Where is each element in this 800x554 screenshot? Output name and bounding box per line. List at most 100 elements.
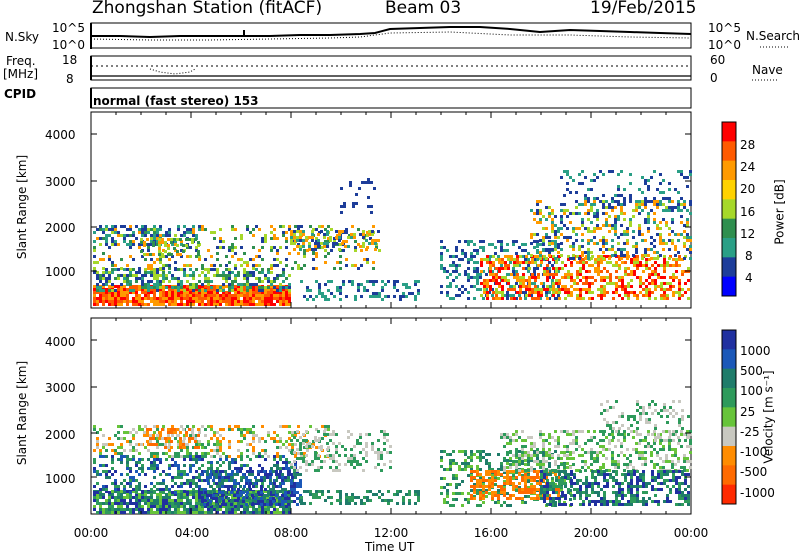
range-gate-cell: [222, 300, 225, 303]
range-gate-cell: [210, 288, 213, 291]
range-gate-cell: [153, 286, 156, 289]
range-gate-cell: [180, 482, 183, 485]
range-gate-cell: [305, 463, 308, 466]
range-gate-cell: [554, 463, 557, 466]
range-gate-cell: [515, 433, 518, 436]
range-gate-cell: [671, 209, 674, 212]
range-gate-cell: [117, 288, 120, 291]
range-gate-cell: [533, 460, 536, 463]
range-gate-cell: [174, 502, 177, 505]
range-gate-cell: [455, 270, 458, 273]
range-gate-cell: [276, 252, 279, 255]
range-gate-cell: [464, 450, 467, 453]
range-gate-cell: [240, 505, 243, 508]
range-gate-cell: [393, 493, 396, 496]
range-gate-cell: [500, 240, 503, 243]
range-gate-cell: [377, 457, 380, 460]
range-gate-cell: [609, 255, 612, 258]
range-gate-cell: [533, 270, 536, 273]
range-gate-cell: [287, 470, 290, 473]
range-gate-cell: [159, 280, 162, 283]
range-gate-cell: [105, 243, 108, 246]
range-gate-cell: [470, 456, 473, 459]
range-gate-cell: [201, 225, 204, 228]
range-gate-cell: [288, 225, 291, 228]
range-gate-cell: [608, 203, 611, 206]
range-gate-cell: [351, 499, 354, 502]
range-gate-cell: [255, 434, 258, 437]
range-gate-cell: [186, 502, 189, 505]
range-gate-cell: [210, 505, 213, 508]
range-gate-cell: [686, 209, 689, 212]
range-gate-cell: [476, 485, 479, 488]
range-gate-cell: [347, 245, 350, 248]
range-gate-cell: [504, 264, 507, 267]
range-gate-cell: [579, 267, 582, 270]
range-gate-cell: [626, 230, 629, 233]
range-gate-cell: [240, 286, 243, 289]
range-gate-cell: [180, 243, 183, 246]
range-gate-cell: [381, 280, 384, 283]
range-gate-cell: [243, 300, 246, 303]
range-gate-cell: [180, 493, 183, 496]
range-gate-cell: [528, 279, 531, 282]
range-gate-cell: [359, 463, 362, 466]
range-gate-cell: [618, 264, 621, 267]
range-gate-cell: [108, 505, 111, 508]
range-gate-cell: [126, 431, 129, 434]
range-gate-cell: [123, 237, 126, 240]
range-gate-cell: [300, 280, 303, 283]
range-gate-cell: [284, 479, 287, 482]
range-gate-cell: [93, 297, 96, 300]
range-gate-cell: [290, 242, 293, 245]
range-gate-cell: [617, 200, 620, 203]
range-gate-cell: [594, 261, 597, 264]
range-gate-cell: [483, 258, 486, 261]
range-gate-cell: [558, 291, 561, 294]
range-gate-cell: [539, 460, 542, 463]
range-gate-cell: [581, 218, 584, 221]
range-gate-cell: [534, 255, 537, 258]
range-gate-cell: [146, 238, 149, 241]
range-gate-cell: [605, 221, 608, 224]
range-gate-cell: [284, 491, 287, 494]
range-gate-cell: [303, 502, 306, 505]
range-gate-cell: [366, 499, 369, 502]
range-gate-cell: [282, 461, 285, 464]
range-gate-cell: [117, 291, 120, 294]
range-gate-cell: [285, 508, 288, 511]
range-gate-cell: [371, 448, 374, 451]
range-gate-cell: [636, 258, 639, 261]
range-gate-cell: [293, 230, 296, 233]
range-gate-cell: [138, 294, 141, 297]
range-gate-cell: [507, 255, 510, 258]
range-gate-cell: [192, 425, 195, 428]
range-gate-cell: [126, 502, 129, 505]
range-gate-cell: [527, 451, 530, 454]
range-gate-cell: [386, 433, 389, 436]
range-gate-cell: [660, 276, 663, 279]
range-gate-cell: [560, 233, 563, 236]
range-gate-cell: [251, 503, 254, 506]
range-gate-cell: [351, 283, 354, 286]
range-gate-cell: [542, 457, 545, 460]
range-gate-cell: [240, 431, 243, 434]
range-gate-cell: [165, 286, 168, 289]
range-gate-cell: [270, 505, 273, 508]
range-gate-cell: [578, 173, 581, 176]
range-gate-cell: [192, 446, 195, 449]
range-gate-cell: [170, 446, 173, 449]
range-gate-cell: [485, 479, 488, 482]
range-gate-cell: [467, 456, 470, 459]
range-gate-cell: [111, 264, 114, 267]
range-gate-cell: [120, 303, 123, 306]
range-gate-cell: [197, 244, 200, 247]
range-gate-cell: [515, 252, 518, 255]
range-gate-cell: [561, 276, 564, 279]
range-gate-cell: [189, 491, 192, 494]
range-gate-cell: [198, 300, 201, 303]
range-gate-cell: [342, 280, 345, 283]
range-gate-cell: [545, 469, 548, 472]
range-gate-cell: [588, 297, 591, 300]
range-gate-cell: [503, 436, 506, 439]
